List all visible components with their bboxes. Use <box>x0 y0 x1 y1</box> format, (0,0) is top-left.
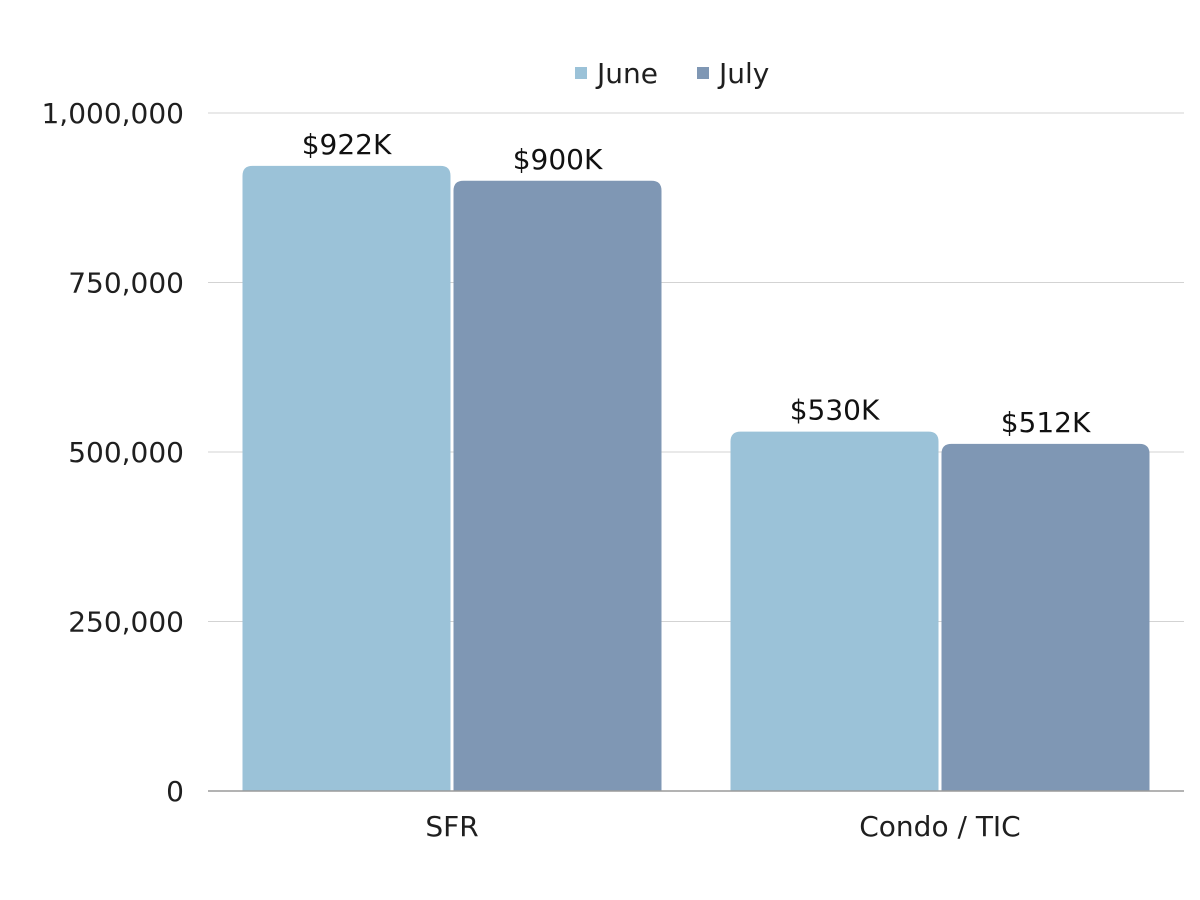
bar-june-0 <box>242 165 451 791</box>
bars <box>242 165 1150 792</box>
data-label: $512K <box>1001 406 1091 439</box>
x-axis-category-labels: SFR Condo / TIC <box>425 810 1020 843</box>
y-tick-label: 0 <box>166 775 184 808</box>
legend-swatch <box>575 67 587 79</box>
bar-june-1 <box>730 431 939 791</box>
y-tick-label: 750,000 <box>68 267 184 300</box>
data-label: $922K <box>302 128 392 161</box>
bar-july-1 <box>941 443 1150 791</box>
y-tick-label: 1,000,000 <box>41 97 184 130</box>
data-label: $900K <box>513 143 603 176</box>
legend: June July <box>575 57 769 90</box>
data-label: $530K <box>790 394 880 427</box>
bar-july-0 <box>453 180 662 792</box>
y-tick-label: 500,000 <box>68 436 184 469</box>
legend-label: July <box>717 57 769 90</box>
y-axis-tick-labels: 0 250,000 500,000 750,000 1,000,000 <box>41 97 184 808</box>
legend-label: June <box>595 57 658 90</box>
x-category-label: SFR <box>425 810 478 843</box>
legend-swatch <box>697 67 709 79</box>
x-category-label: Condo / TIC <box>859 810 1020 843</box>
y-tick-label: 250,000 <box>68 606 184 639</box>
data-labels: $922K $900K $530K $512K <box>302 128 1091 439</box>
